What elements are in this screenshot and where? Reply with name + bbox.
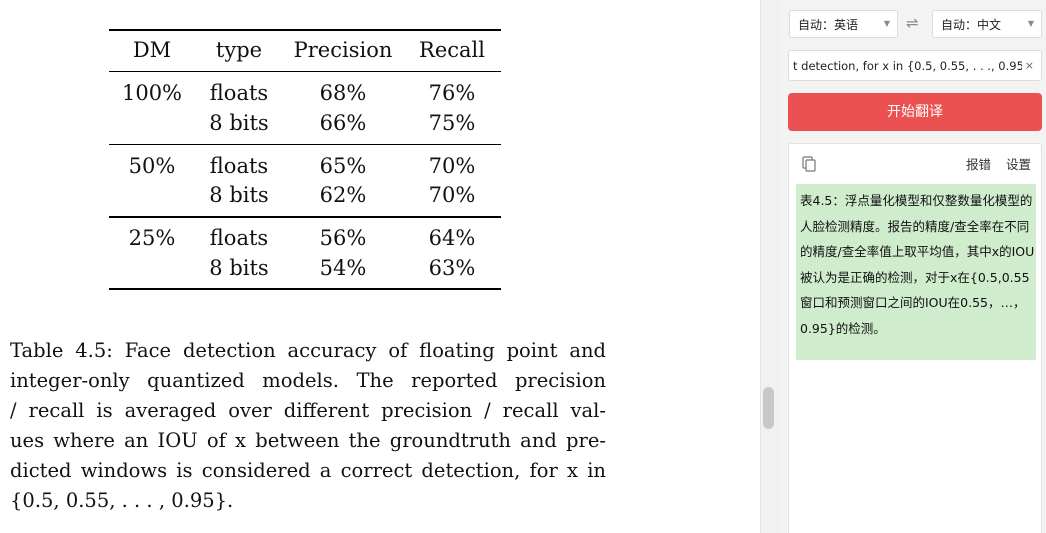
swap-languages-icon[interactable]: ⇌ xyxy=(906,14,919,32)
clear-icon[interactable]: × xyxy=(1021,59,1034,72)
source-text-input[interactable]: t detection, for x in {0.5, 0.55, . . .,… xyxy=(788,50,1042,81)
cell-precision: 68% xyxy=(319,81,367,105)
cell-recall: 75% xyxy=(428,111,476,135)
table-rule xyxy=(109,71,501,72)
pane-divider xyxy=(760,0,780,533)
cell-type: 8 bits xyxy=(209,183,269,207)
cell-recall: 70% xyxy=(428,154,476,178)
source-language-select[interactable]: 自动：英语 ▼ xyxy=(789,10,898,38)
cell-precision: 62% xyxy=(319,183,367,207)
table-rule xyxy=(109,144,501,145)
caption-line: dicted windows is considered a correct d… xyxy=(10,459,606,482)
table-caption: Table 4.5: Face detection accuracy of fl… xyxy=(10,336,606,516)
group-dm: 100% xyxy=(121,81,183,105)
header-dm: DM xyxy=(132,38,172,62)
translate-button[interactable]: 开始翻译 xyxy=(788,93,1042,131)
caption-line: integer-only quantized models. The repor… xyxy=(10,369,606,392)
cell-type: 8 bits xyxy=(209,111,269,135)
cell-recall: 63% xyxy=(428,256,476,280)
header-recall: Recall xyxy=(419,38,485,62)
cell-recall: 64% xyxy=(428,226,476,250)
cell-precision: 56% xyxy=(319,226,367,250)
caption-line: / recall is averaged over different prec… xyxy=(10,399,606,422)
cell-precision: 66% xyxy=(319,111,367,135)
chevron-down-icon: ▼ xyxy=(883,19,890,28)
copy-icon[interactable] xyxy=(801,156,817,172)
source-language-label: 自动：英语 xyxy=(798,18,859,32)
group-dm: 25% xyxy=(128,226,176,250)
cell-type: floats xyxy=(209,81,269,105)
header-type: type xyxy=(215,38,263,62)
cell-type: 8 bits xyxy=(209,256,269,280)
target-language-select[interactable]: 自动：中文 ▼ xyxy=(932,10,1042,38)
chevron-down-icon: ▼ xyxy=(1027,19,1034,28)
cell-type: floats xyxy=(209,154,269,178)
caption-line: Table 4.5: Face detection accuracy of fl… xyxy=(10,339,606,362)
group-dm: 50% xyxy=(128,154,176,178)
document-pane: DM type Precision Recall 100% floats 68%… xyxy=(10,29,606,516)
table-rule xyxy=(109,216,501,218)
cell-precision: 54% xyxy=(319,256,367,280)
cell-type: floats xyxy=(209,226,269,250)
caption-line: {0.5, 0.55, . . . , 0.95}. xyxy=(10,489,234,512)
table-top-rule xyxy=(109,29,501,31)
settings-link[interactable]: 设置 xyxy=(1006,157,1032,172)
header-precision: Precision xyxy=(293,38,393,62)
cell-recall: 70% xyxy=(428,183,476,207)
cell-precision: 65% xyxy=(319,154,367,178)
target-language-label: 自动：中文 xyxy=(941,18,1002,32)
cell-recall: 76% xyxy=(428,81,476,105)
source-text-value: t detection, for x in {0.5, 0.55, . . .,… xyxy=(793,59,1035,73)
translation-output: 表4.5：浮点量化模型和仅整数量化模型的人脸检测精度。报告的精度/查全率在不同的… xyxy=(796,184,1036,360)
scrollbar-thumb[interactable] xyxy=(763,387,774,429)
table-bottom-rule xyxy=(109,288,501,290)
caption-line: ues where an IOU of x between the ground… xyxy=(10,429,606,452)
report-error-link[interactable]: 报错 xyxy=(966,157,992,172)
